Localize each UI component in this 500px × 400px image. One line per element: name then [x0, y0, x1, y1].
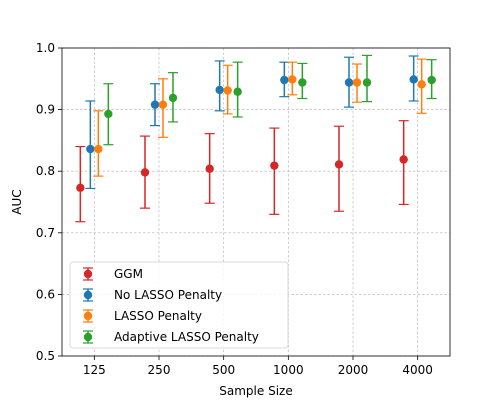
x-tick-label: 1000 [273, 363, 304, 377]
x-tick-label: 125 [83, 363, 106, 377]
y-tick-label: 0.9 [36, 103, 55, 117]
y-tick-label: 0.6 [36, 287, 55, 301]
legend-marker [83, 290, 93, 300]
data-point [233, 87, 242, 96]
series-adaptive-lasso-penalty [103, 54, 437, 146]
data-point [140, 168, 150, 177]
data-point [270, 161, 279, 170]
series-layer [75, 54, 437, 223]
data-point [158, 100, 168, 109]
data-point [344, 78, 354, 87]
axes-layer: 0.5 0.6 0.7 0.8 0.9 1.0 125 250 500 1000 2000 4000 [36, 41, 451, 377]
y-tick-label: 0.8 [36, 164, 55, 178]
data-point [409, 75, 418, 84]
data-point [427, 75, 436, 85]
series-no-lasso-penalty [85, 55, 419, 190]
legend-label: GGM [114, 267, 143, 281]
legend-marker [83, 269, 93, 279]
data-point [168, 93, 178, 103]
data-point [76, 183, 85, 193]
data-point [223, 86, 232, 95]
data-point [288, 75, 297, 84]
data-point [150, 100, 160, 109]
data-point [352, 78, 362, 87]
x-tick-label: 250 [148, 363, 171, 377]
x-tick-label: 4000 [402, 363, 433, 377]
data-point [205, 164, 214, 173]
plot-frame [61, 47, 451, 357]
data-point [104, 109, 113, 119]
series-lasso-penalty [93, 58, 427, 177]
legend-box [69, 261, 289, 349]
legend-marker [83, 332, 93, 342]
legend-label: Adaptive LASSO Penalty [114, 330, 259, 344]
legend-label: LASSO Penalty [114, 309, 202, 323]
y-tick-label: 0.7 [36, 226, 55, 240]
data-point [399, 155, 408, 164]
data-point [298, 78, 307, 87]
data-point [94, 144, 103, 154]
y-tick-label: 1.0 [36, 41, 55, 55]
data-point [215, 85, 224, 95]
legend-label: No LASSO Penalty [114, 288, 222, 302]
series-ggm [75, 120, 409, 223]
x-tick-label: 500 [212, 363, 235, 377]
legend-marker [83, 311, 93, 321]
y-tick-label: 0.5 [36, 349, 55, 363]
y-axis-label: AUC [10, 189, 24, 214]
data-point [362, 78, 372, 87]
data-point [86, 144, 95, 154]
x-tick-label: 2000 [338, 363, 369, 377]
legend: GGM No LASSO Penalty LASSO Penalty Adaptive… [69, 261, 289, 349]
x-axis-label: Sample Size [219, 384, 292, 398]
data-point [280, 75, 289, 85]
data-point [334, 160, 344, 169]
data-point [417, 80, 426, 89]
